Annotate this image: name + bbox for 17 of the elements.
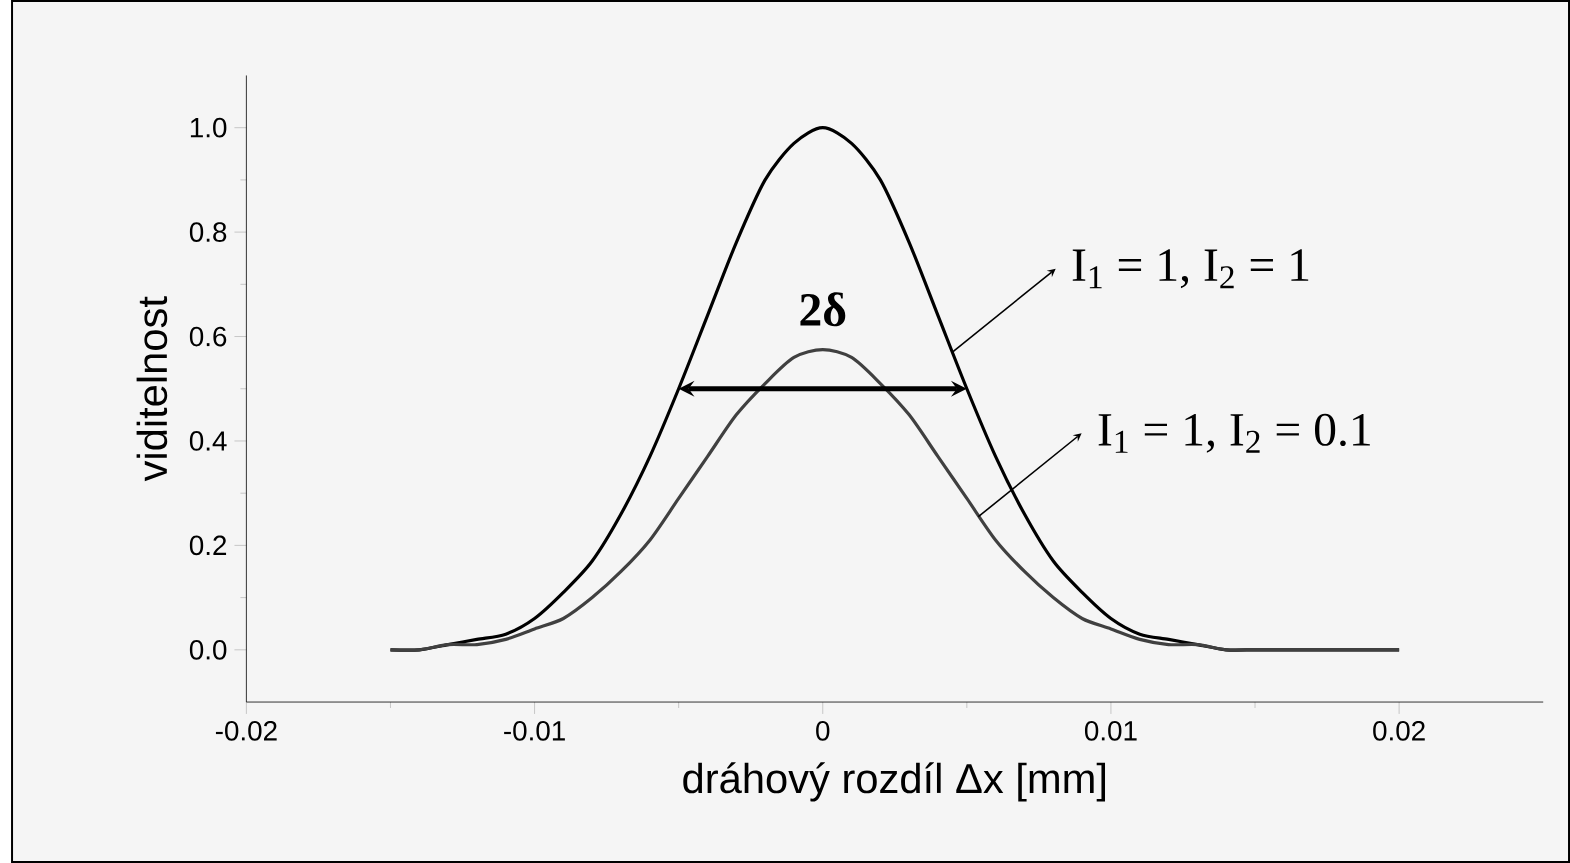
y-tick-label: 1.0 [190, 117, 227, 138]
y-tick-label: 0.2 [189, 535, 227, 556]
x-tick-label: 0.02 [1373, 720, 1425, 741]
y-tick-label: 0.6 [189, 326, 227, 347]
line-series [388, 348, 1401, 652]
y-tick-label: 0.0 [189, 640, 227, 660]
x-axis-title: dráhový rozdíl Δx [mm] [683, 762, 1106, 802]
annotation: 2δ [800, 292, 846, 327]
x-tick-label: 0 [816, 720, 830, 741]
x-tick-label: -0.02 [215, 720, 277, 741]
annotation: I$_{1}$ = 1, I$_{2}$ = 1 [1072, 249, 1309, 289]
x-tick-label: 0.01 [1084, 720, 1137, 741]
annotation: I$_{1}$ = 1, I$_{2}$ = 0.1 [1098, 413, 1370, 453]
y-tick-label: 0.8 [189, 222, 227, 242]
y-axis-title: viditelnost [136, 296, 168, 482]
y-tick-label: 0.4 [189, 431, 227, 451]
x-tick-label: -0.01 [504, 720, 565, 741]
